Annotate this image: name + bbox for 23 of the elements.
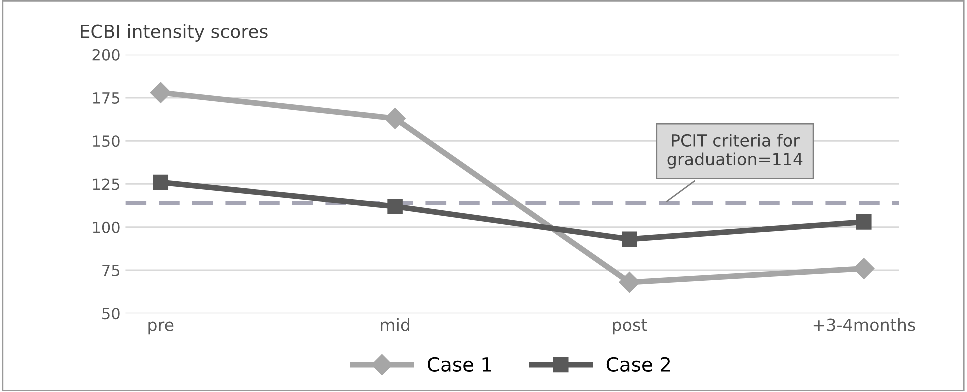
x-tick-label: pre [148, 322, 174, 335]
y-tick-label: 175 [93, 92, 120, 104]
point [856, 214, 872, 230]
x-tick-label: mid [381, 318, 410, 332]
y-tick-label: 50 [102, 308, 120, 320]
y-axis-title: ECBI intensity scores [81, 24, 268, 42]
point [150, 82, 172, 104]
y-tick-label: 75 [102, 265, 120, 276]
y-tick-label: 200 [92, 49, 120, 61]
legend-label: Case 2 [606, 357, 670, 372]
legend-label: Case 1 [428, 357, 492, 372]
point [153, 174, 169, 190]
x-tick-label: post [613, 319, 648, 335]
x-tick-label: +3-4months [814, 318, 916, 332]
point [622, 232, 638, 248]
point [619, 272, 640, 294]
point [388, 199, 403, 214]
y-tick-label: 100 [93, 222, 120, 234]
point [854, 258, 875, 280]
y-tick-label: 150 [93, 136, 120, 148]
ref-line-label: PCIT criteria for graduation=114 [668, 134, 803, 169]
y-tick-label: 125 [93, 178, 120, 190]
point [384, 108, 406, 130]
